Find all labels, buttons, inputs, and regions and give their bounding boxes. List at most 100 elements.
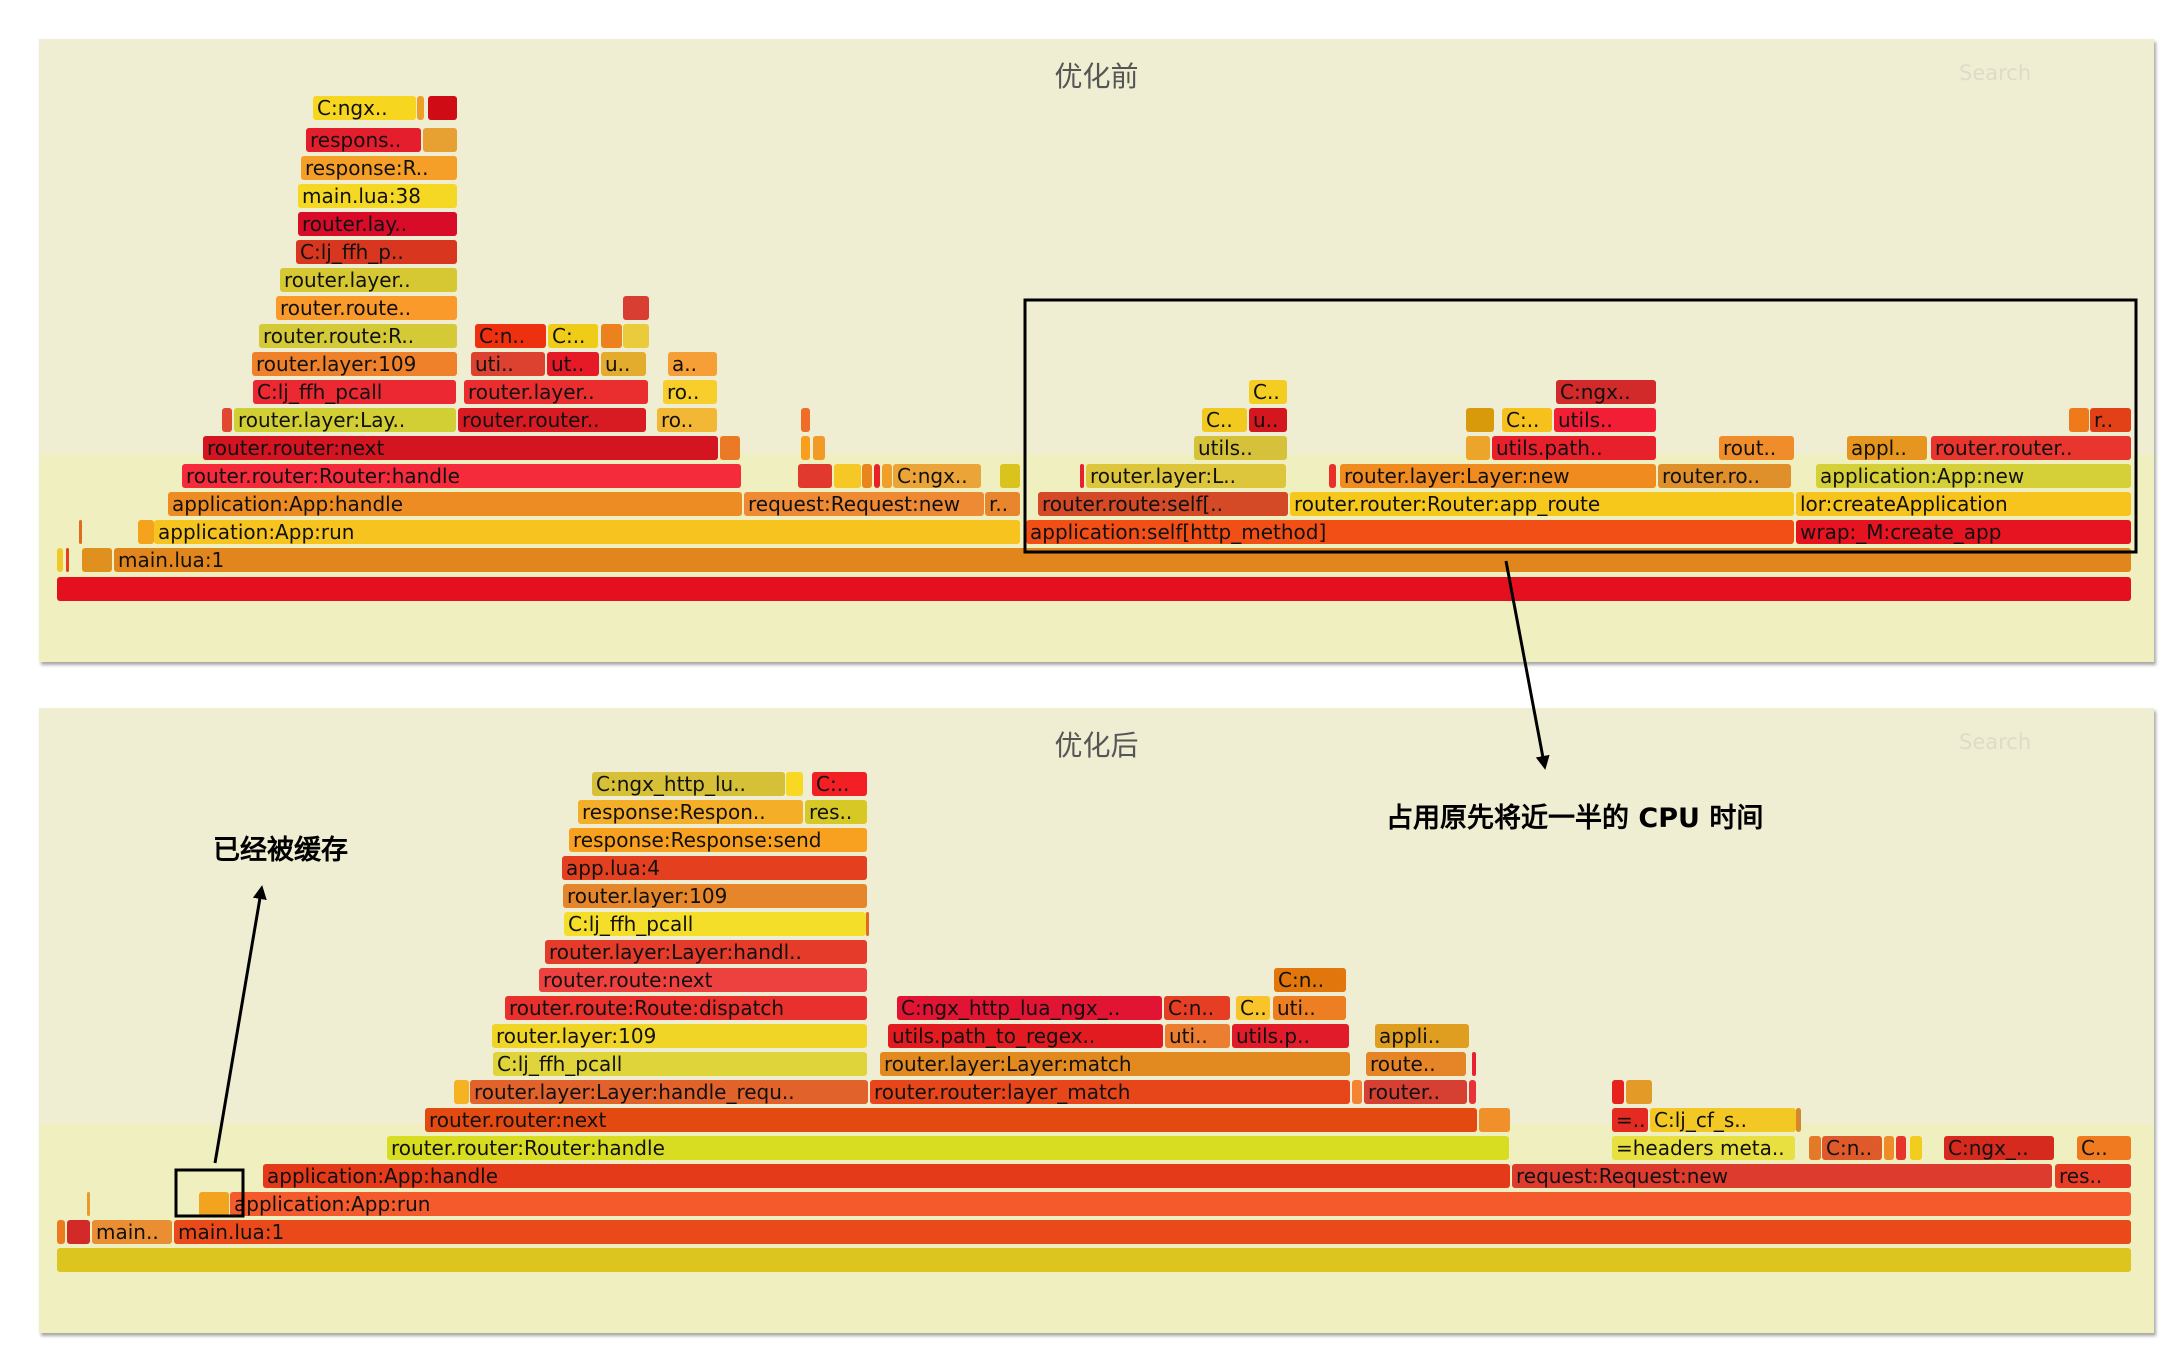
- after-flame-frame[interactable]: response:Respon..: [578, 800, 803, 824]
- after-flame-frame[interactable]: uti..: [1273, 996, 1346, 1020]
- after-flame-frame[interactable]: response:Response:send: [569, 828, 867, 852]
- before-flame-frame[interactable]: utils..: [1554, 408, 1656, 432]
- after-flame-frame[interactable]: [1809, 1136, 1821, 1160]
- before-flame-frame[interactable]: [801, 436, 810, 460]
- before-flame-frame[interactable]: C:ngx..: [313, 96, 416, 120]
- after-flame-frame[interactable]: C:ngx_http_lua_ngx_..: [897, 996, 1162, 1020]
- after-flame-frame[interactable]: [1612, 1080, 1624, 1104]
- before-flame-frame[interactable]: [801, 408, 810, 432]
- before-flame-frame[interactable]: router.route..: [276, 296, 457, 320]
- after-flame-frame[interactable]: C:ngx_..: [1944, 1136, 2054, 1160]
- after-flame-frame[interactable]: [1626, 1080, 1652, 1104]
- before-flame-frame[interactable]: r..: [985, 492, 1020, 516]
- flamegraph-before-search[interactable]: Search: [1959, 61, 2032, 85]
- before-flame-frame[interactable]: router.router..: [1931, 436, 2131, 460]
- after-flame-frame[interactable]: C..: [2077, 1136, 2131, 1160]
- before-flame-frame[interactable]: [1080, 464, 1084, 488]
- after-flame-frame[interactable]: utils.path_to_regex..: [888, 1024, 1163, 1048]
- after-flame-frame[interactable]: C..: [1236, 996, 1270, 1020]
- after-flame-frame[interactable]: [87, 1192, 90, 1216]
- after-flame-frame[interactable]: router.layer:Layer:handl..: [545, 940, 867, 964]
- after-flame-frame[interactable]: router..: [1364, 1080, 1467, 1104]
- before-flame-frame[interactable]: [138, 520, 154, 544]
- before-flame-frame[interactable]: router.layer..: [464, 380, 648, 404]
- after-flame-frame[interactable]: router.route:next: [539, 968, 867, 992]
- after-flame-frame[interactable]: [67, 1220, 90, 1244]
- after-flame-frame[interactable]: router.router:layer_match: [870, 1080, 1350, 1104]
- after-flame-frame[interactable]: router.layer:109: [563, 884, 867, 908]
- before-flame-frame[interactable]: [834, 464, 861, 488]
- before-flame-frame[interactable]: utils..: [1194, 436, 1287, 460]
- before-flame-frame[interactable]: C:n..: [475, 324, 546, 348]
- before-flame-frame[interactable]: [882, 464, 892, 488]
- before-flame-frame[interactable]: [66, 548, 69, 572]
- after-flame-frame[interactable]: res..: [805, 800, 867, 824]
- after-flame-frame[interactable]: router.router:Router:handle: [387, 1136, 1509, 1160]
- after-flame-frame[interactable]: application:App:run: [230, 1192, 2131, 1216]
- after-flame-frame[interactable]: C:n..: [1822, 1136, 1882, 1160]
- before-flame-frame[interactable]: [57, 577, 2131, 601]
- before-flame-frame[interactable]: router.ro..: [1658, 464, 1791, 488]
- after-flame-frame[interactable]: res..: [2055, 1164, 2131, 1188]
- before-flame-frame[interactable]: C:..: [548, 324, 598, 348]
- before-flame-frame[interactable]: respons..: [306, 128, 421, 152]
- before-flame-frame[interactable]: [720, 436, 740, 460]
- after-flame-frame[interactable]: C:n..: [1164, 996, 1230, 1020]
- after-flame-frame[interactable]: [1896, 1136, 1906, 1160]
- before-flame-frame[interactable]: ut..: [547, 352, 599, 376]
- before-flame-frame[interactable]: request:Request:new: [744, 492, 984, 516]
- before-flame-frame[interactable]: router.layer:109: [252, 352, 457, 376]
- before-flame-frame[interactable]: application:App:new: [1816, 464, 2131, 488]
- after-flame-frame[interactable]: [1352, 1080, 1362, 1104]
- before-flame-frame[interactable]: application:App:handle: [168, 492, 742, 516]
- before-flame-frame[interactable]: [813, 436, 825, 460]
- after-flame-frame[interactable]: [1796, 1108, 1801, 1132]
- before-flame-frame[interactable]: router.router:next: [203, 436, 718, 460]
- before-flame-frame[interactable]: [2069, 408, 2089, 432]
- after-flame-frame[interactable]: [1479, 1108, 1510, 1132]
- after-flame-frame[interactable]: appli..: [1375, 1024, 1469, 1048]
- before-flame-frame[interactable]: application:App:run: [154, 520, 1020, 544]
- after-flame-frame[interactable]: app.lua:4: [562, 856, 867, 880]
- before-flame-frame[interactable]: router.layer..: [280, 268, 457, 292]
- after-flame-frame[interactable]: C:lj_cf_s..: [1650, 1108, 1796, 1132]
- before-flame-frame[interactable]: [623, 324, 649, 348]
- before-flame-frame[interactable]: [1466, 408, 1494, 432]
- before-flame-frame[interactable]: router.router:Router:app_route: [1290, 492, 1794, 516]
- before-flame-frame[interactable]: router.route:R..: [259, 324, 457, 348]
- flamegraph-after-search[interactable]: Search: [1959, 730, 2032, 754]
- before-flame-frame[interactable]: [57, 548, 63, 572]
- after-flame-frame[interactable]: [866, 912, 869, 936]
- after-flame-frame[interactable]: router.layer:109: [492, 1024, 867, 1048]
- before-flame-frame[interactable]: C..: [1202, 408, 1247, 432]
- before-flame-frame[interactable]: [623, 296, 649, 320]
- before-flame-frame[interactable]: wrap:_M:create_app: [1796, 520, 2131, 544]
- before-flame-frame[interactable]: [79, 520, 82, 544]
- before-flame-frame[interactable]: uti..: [471, 352, 545, 376]
- after-flame-frame[interactable]: [57, 1248, 2131, 1272]
- after-flame-frame[interactable]: main.lua:1: [174, 1220, 2131, 1244]
- after-flame-frame[interactable]: [454, 1080, 469, 1104]
- before-flame-frame[interactable]: C:..: [1502, 408, 1552, 432]
- before-flame-frame[interactable]: router.router..: [458, 408, 646, 432]
- after-flame-frame[interactable]: main..: [92, 1220, 172, 1244]
- after-flame-frame[interactable]: [1884, 1136, 1894, 1160]
- after-flame-frame[interactable]: router.layer:Layer:handle_requ..: [470, 1080, 868, 1104]
- after-flame-frame[interactable]: C:lj_ffh_pcall: [564, 912, 866, 936]
- before-flame-frame[interactable]: [1329, 464, 1336, 488]
- after-flame-frame[interactable]: application:App:handle: [263, 1164, 1510, 1188]
- before-flame-frame[interactable]: ro..: [657, 408, 717, 432]
- after-flame-frame[interactable]: [57, 1220, 65, 1244]
- after-flame-frame[interactable]: =headers meta..: [1612, 1136, 1795, 1160]
- after-flame-frame[interactable]: route..: [1366, 1052, 1466, 1076]
- before-flame-frame[interactable]: [874, 464, 880, 488]
- after-flame-frame[interactable]: [1472, 1052, 1476, 1076]
- after-flame-frame[interactable]: C:lj_ffh_pcall: [493, 1052, 867, 1076]
- before-flame-frame[interactable]: u..: [601, 352, 646, 376]
- after-flame-frame[interactable]: [786, 772, 803, 796]
- before-flame-frame[interactable]: router.router:Router:handle: [182, 464, 741, 488]
- before-flame-frame[interactable]: C:lj_ffh_pcall: [253, 380, 456, 404]
- after-flame-frame[interactable]: router.route:Route:dispatch: [505, 996, 867, 1020]
- after-flame-frame[interactable]: utils.p..: [1232, 1024, 1349, 1048]
- before-flame-frame[interactable]: router.route:self[..: [1038, 492, 1288, 516]
